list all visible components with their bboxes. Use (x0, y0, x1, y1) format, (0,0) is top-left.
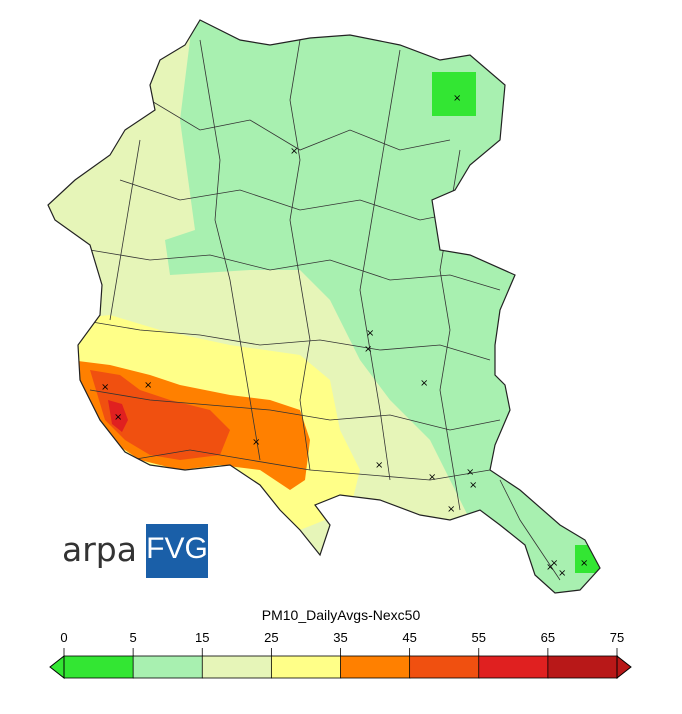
colorbar-tick-label: 35 (333, 630, 347, 645)
zone-55-65 (108, 400, 128, 432)
svg-text:×: × (447, 504, 455, 515)
zone-0-5-northeast (432, 72, 476, 116)
svg-text:×: × (375, 460, 383, 471)
svg-text:×: × (366, 328, 374, 339)
legend-title: PM10_DailyAvgs-Nexc50 (261, 607, 421, 623)
municipal-boundaries (79, 39, 561, 581)
colorbar-tick-label: 0 (60, 630, 67, 645)
colorbar: 0 5 15 25 35 45 55 65 75 (49, 630, 632, 680)
svg-text:×: × (101, 382, 109, 393)
pm10-map: ×× ×× ×× ×× ×× × × ×× ×× × × (47, 19, 601, 594)
svg-text:×: × (114, 412, 122, 423)
arpa-fvg-logo: arpa FVG (62, 524, 208, 578)
station-markers: ×× ×× ×× ×× ×× × × ×× ×× × × (101, 93, 588, 579)
colorbar-segment-3 (270, 655, 342, 679)
colorbar-tick-labels: 0 5 15 25 35 45 55 65 75 (60, 630, 624, 656)
colorbar-segment-6 (478, 655, 549, 679)
svg-text:×: × (558, 568, 566, 579)
colorbar-right-arrow (616, 654, 632, 680)
logo-arpa-text: arpa (62, 530, 137, 569)
colorbar-segment-5 (409, 655, 480, 679)
zone-45-55 (90, 370, 230, 460)
logo-fvg-text: FVG (146, 532, 208, 565)
colorbar-tick-label: 55 (472, 630, 486, 645)
colorbar-segment-0 (63, 655, 135, 679)
svg-text:×: × (550, 558, 558, 569)
logo-fvg-box: FVG (146, 524, 208, 578)
colorbar-segment-4 (340, 655, 411, 679)
colorbar-tick-label: 65 (541, 630, 555, 645)
colorbar-tick-label: 45 (402, 630, 416, 645)
colorbar-segment-2 (201, 655, 273, 679)
svg-text:×: × (252, 437, 260, 448)
svg-text:×: × (420, 378, 428, 389)
colorbar-tick-label: 75 (610, 630, 624, 645)
colorbar-tick-label: 15 (195, 630, 209, 645)
colorbar-left-arrow (49, 654, 65, 680)
colorbar-tick-label: 5 (130, 630, 137, 645)
svg-text:×: × (580, 558, 588, 569)
svg-text:×: × (453, 93, 461, 104)
colorbar-segment-1 (132, 655, 204, 679)
svg-text:×: × (469, 480, 477, 491)
svg-text:×: × (144, 380, 152, 391)
svg-text:×: × (364, 344, 372, 355)
svg-text:×: × (466, 467, 474, 478)
svg-text:×: × (290, 146, 298, 157)
colorbar-segment-7 (547, 655, 618, 679)
colorbar-tick-label: 25 (264, 630, 278, 645)
colorbar-segments (49, 654, 632, 680)
svg-text:×: × (546, 562, 554, 573)
svg-text:×: × (428, 472, 436, 483)
